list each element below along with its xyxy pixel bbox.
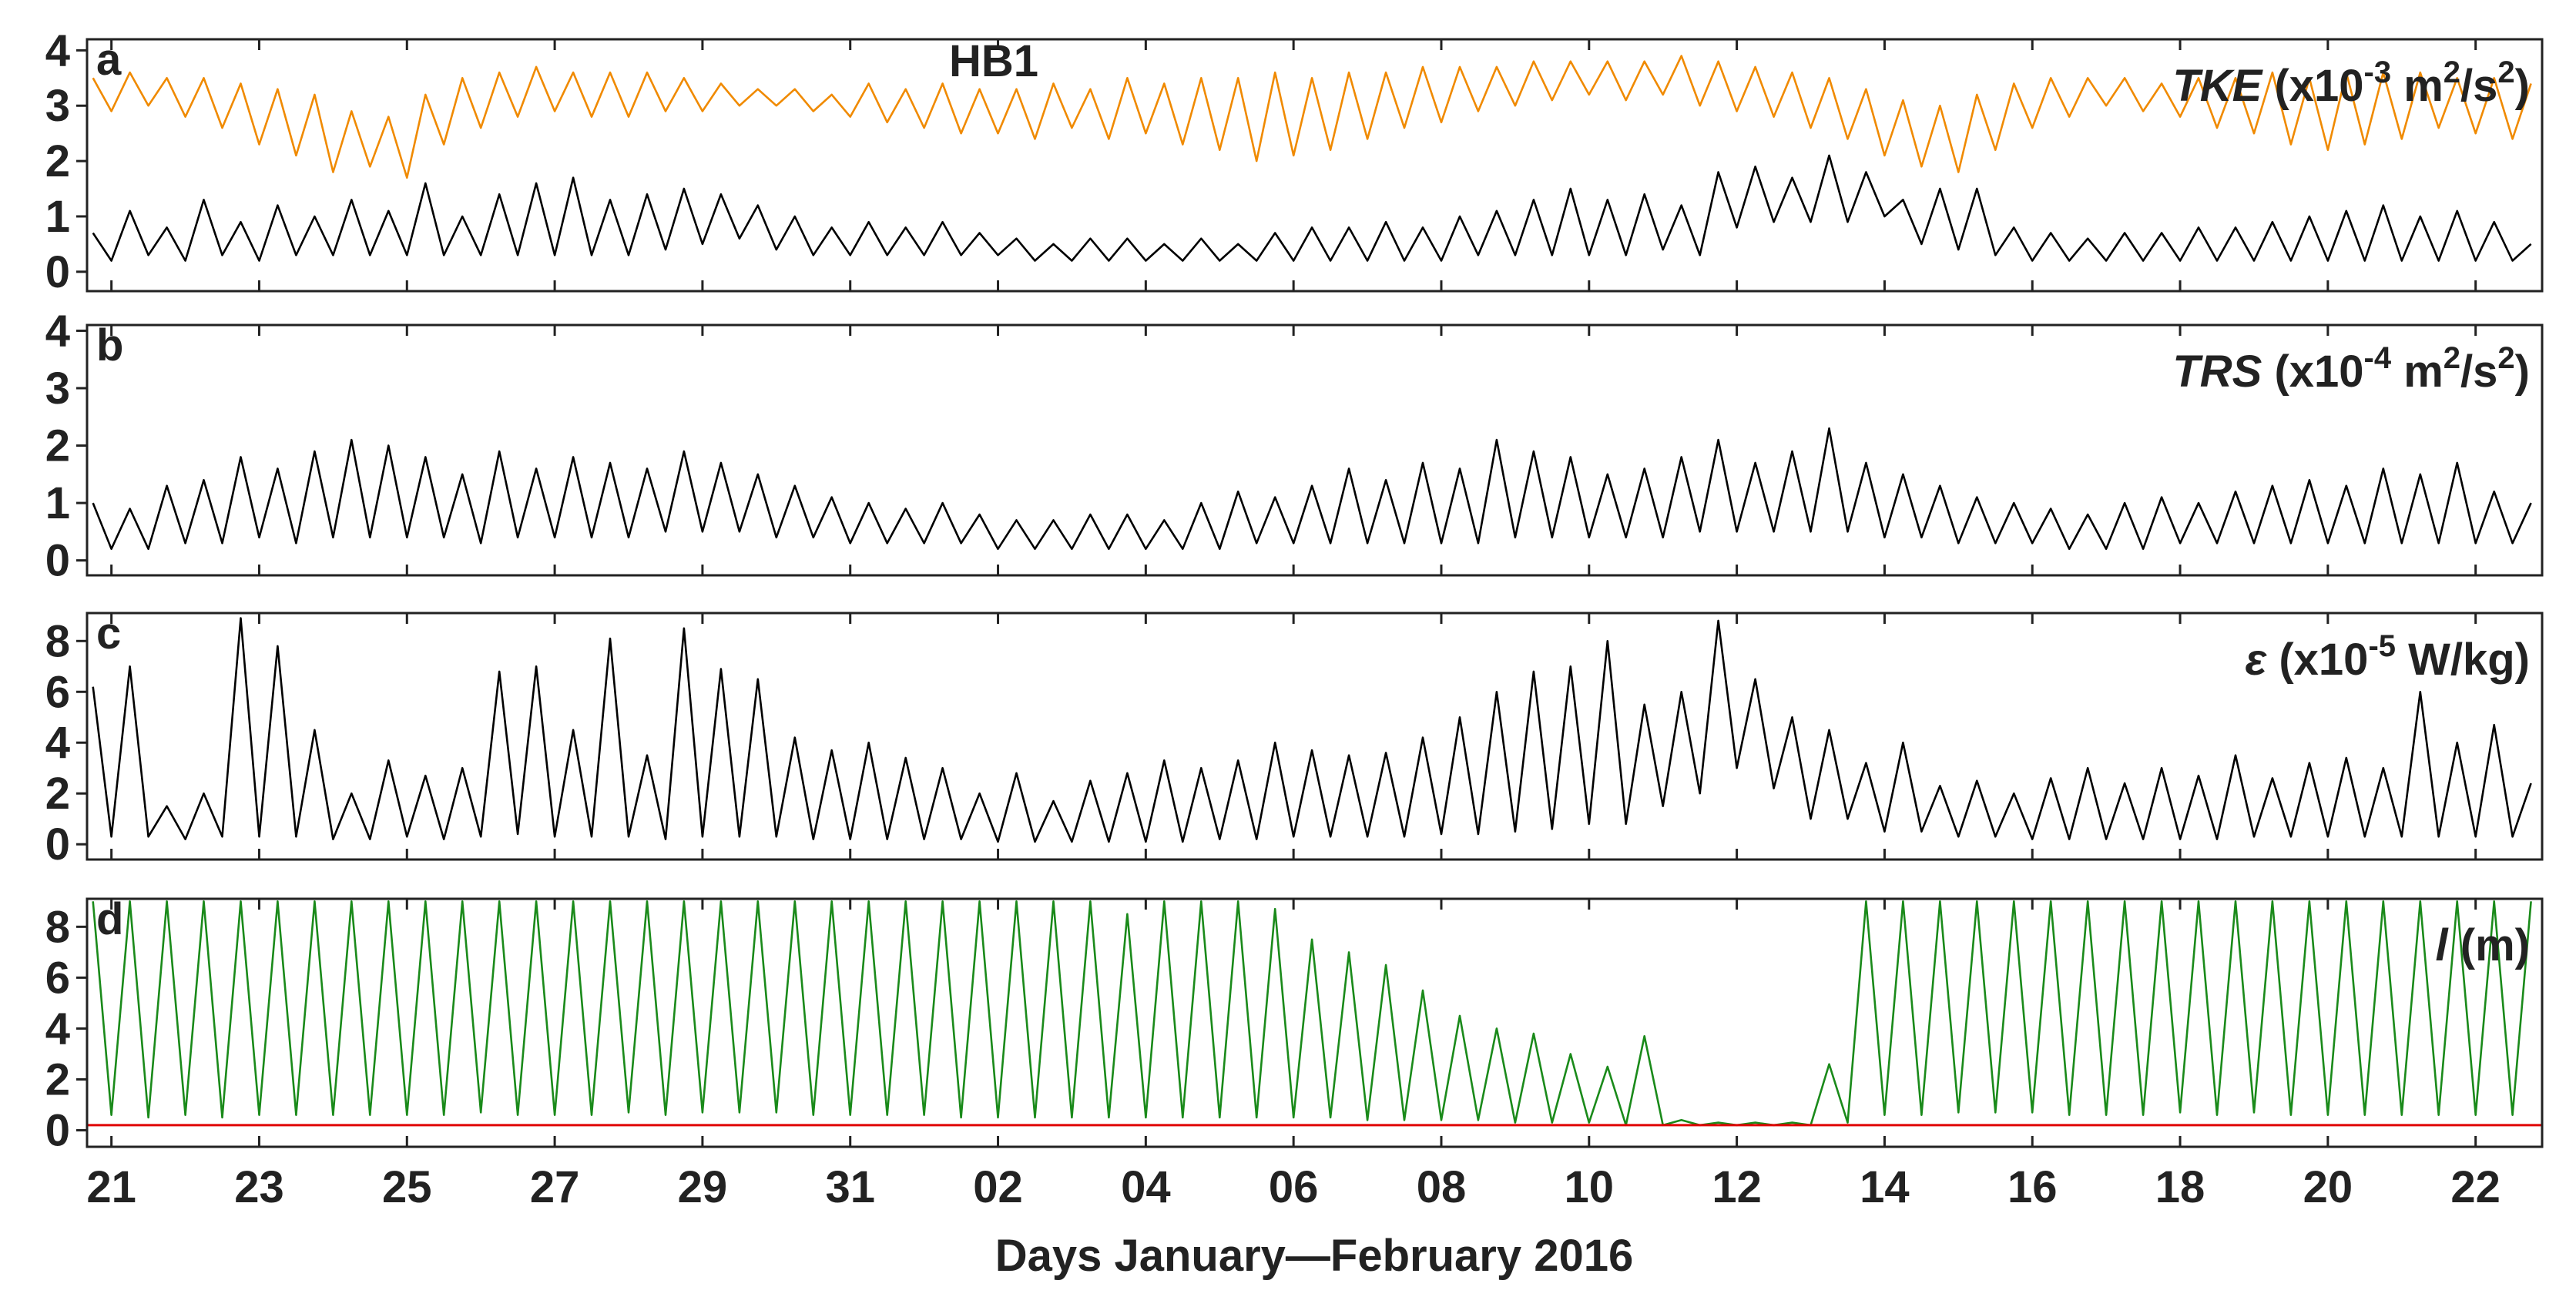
x-tick-label: 25 [382, 1162, 432, 1212]
panel-frame [86, 38, 2544, 293]
panel-frame [86, 323, 2544, 577]
label-part: W/kg) [2396, 635, 2530, 685]
y-tick-label: 0 [45, 819, 70, 870]
y-tick-label: 4 [45, 306, 70, 356]
x-tick-label: 12 [1712, 1162, 1762, 1212]
label-part: l [2436, 920, 2450, 970]
panel-letter: d [96, 894, 123, 944]
y-axis-label: TKE (x10-3 m2/s2) [2172, 55, 2530, 111]
data-line [92, 427, 2532, 550]
label-part: ) [2515, 61, 2530, 111]
label-part: /s [2460, 61, 2497, 111]
x-tick-label: 04 [1121, 1162, 1171, 1212]
panel-letter: a [96, 35, 122, 85]
y-tick-label: 2 [45, 769, 70, 819]
label-part: 2 [2444, 55, 2460, 89]
panel-letter: b [96, 320, 123, 370]
y-tick-label: 6 [45, 667, 70, 717]
y-tick-label: 8 [45, 616, 70, 666]
label-part: ε [2245, 635, 2267, 685]
label-part: ) [2515, 347, 2530, 397]
label-part: TKE [2172, 61, 2263, 111]
x-tick-label: 10 [1565, 1162, 1615, 1212]
x-tick-label: 06 [1269, 1162, 1319, 1212]
label-part: m [2391, 347, 2444, 397]
y-tick-label: 4 [45, 718, 70, 768]
y-tick-label: 2 [45, 421, 70, 471]
x-tick-label: 21 [86, 1162, 136, 1212]
panel-frame [86, 612, 2544, 861]
panel-frame [86, 897, 2544, 1148]
y-tick-label: 4 [45, 25, 70, 75]
y-axis-label: l (m) [2436, 920, 2530, 970]
data-line [92, 154, 2532, 262]
y-tick-label: 0 [45, 1106, 70, 1156]
label-part: -3 [2364, 55, 2392, 89]
label-part: TRS [2172, 347, 2262, 397]
x-tick-label: 02 [973, 1162, 1023, 1212]
y-tick-label: 0 [45, 247, 70, 297]
label-part: 2 [2497, 55, 2514, 89]
x-axis-label: Days January—February 2016 [995, 1231, 1634, 1281]
y-tick-label: 8 [45, 902, 70, 952]
label-part: /s [2460, 347, 2497, 397]
label-part: (m) [2448, 920, 2530, 970]
label-part: (x10 [2262, 347, 2363, 397]
y-tick-label: 2 [45, 136, 70, 186]
x-tick-label: 20 [2303, 1162, 2353, 1212]
label-part: 2 [2497, 341, 2514, 375]
x-tick-label: 08 [1417, 1162, 1467, 1212]
label-part: -5 [2368, 629, 2396, 663]
y-tick-label: 0 [45, 536, 70, 586]
x-tick-label: 27 [530, 1162, 580, 1212]
y-axis-label: ε (x10-5 W/kg) [2245, 629, 2530, 685]
y-tick-label: 2 [45, 1054, 70, 1104]
x-tick-label: 14 [1860, 1162, 1910, 1212]
data-line [92, 900, 2532, 1127]
annotation: HB1 [949, 36, 1038, 86]
x-tick-label: 18 [2155, 1162, 2205, 1212]
label-part: (x10 [2262, 61, 2363, 111]
y-axis-label: TRS (x10-4 m2/s2) [2172, 341, 2530, 397]
data-line [92, 617, 2532, 843]
y-tick-label: 3 [45, 364, 70, 414]
label-part: -4 [2364, 341, 2392, 375]
panel-letter: c [96, 608, 121, 659]
label-part: 2 [2444, 341, 2460, 375]
x-tick-label: 29 [678, 1162, 728, 1212]
y-tick-label: 3 [45, 81, 70, 131]
x-tick-label: 22 [2450, 1162, 2501, 1212]
data-line [92, 55, 2532, 179]
y-tick-label: 1 [45, 192, 70, 242]
y-tick-label: 4 [45, 1004, 70, 1054]
x-tick-label: 16 [2007, 1162, 2058, 1212]
y-tick-label: 6 [45, 953, 70, 1003]
x-tick-label: 23 [234, 1162, 284, 1212]
x-tick-label: 31 [825, 1162, 875, 1212]
label-part: (x10 [2266, 635, 2368, 685]
y-tick-label: 1 [45, 478, 70, 528]
label-part: m [2391, 61, 2444, 111]
